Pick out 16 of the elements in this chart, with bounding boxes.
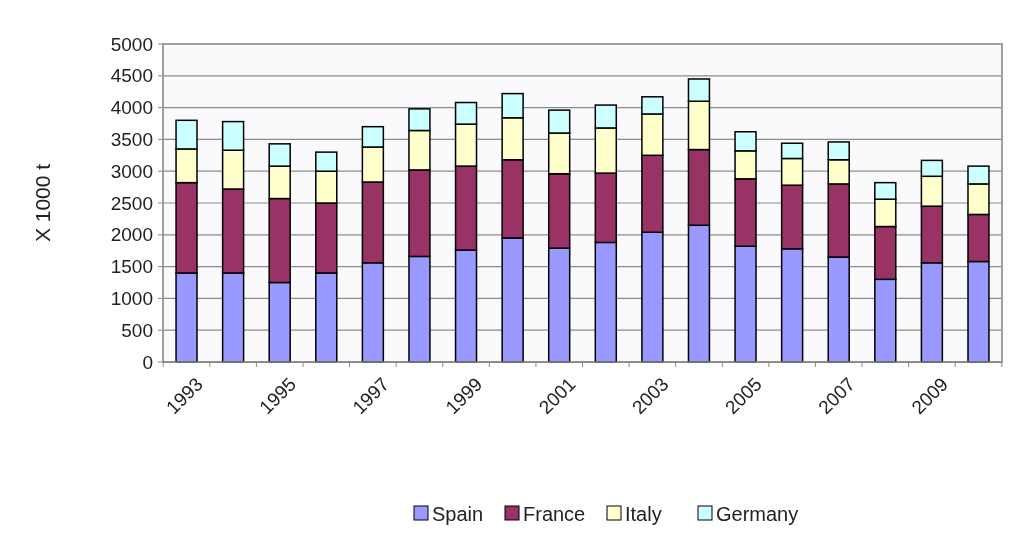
y-tick-label: 5000 xyxy=(110,33,153,55)
legend-label: Italy xyxy=(625,503,662,525)
y-tick-label: 2500 xyxy=(110,192,153,214)
y-tick-label: 1000 xyxy=(110,288,153,310)
y-tick-label: 3500 xyxy=(110,129,153,151)
y-tick-label: 4000 xyxy=(110,97,153,119)
y-tick-label: 2000 xyxy=(110,224,153,246)
legend-label: France xyxy=(523,503,586,525)
y-tick-label: 3000 xyxy=(110,160,153,182)
y-tick-label: 1500 xyxy=(110,256,153,278)
y-tick-label: 500 xyxy=(121,319,153,341)
y-tick-label: 4500 xyxy=(110,65,153,87)
y-axis-title: X 1000 t xyxy=(31,163,54,243)
y-tick-label: 0 xyxy=(142,351,153,373)
legend-label: Spain xyxy=(432,503,484,525)
legend-label: Germany xyxy=(716,503,799,525)
